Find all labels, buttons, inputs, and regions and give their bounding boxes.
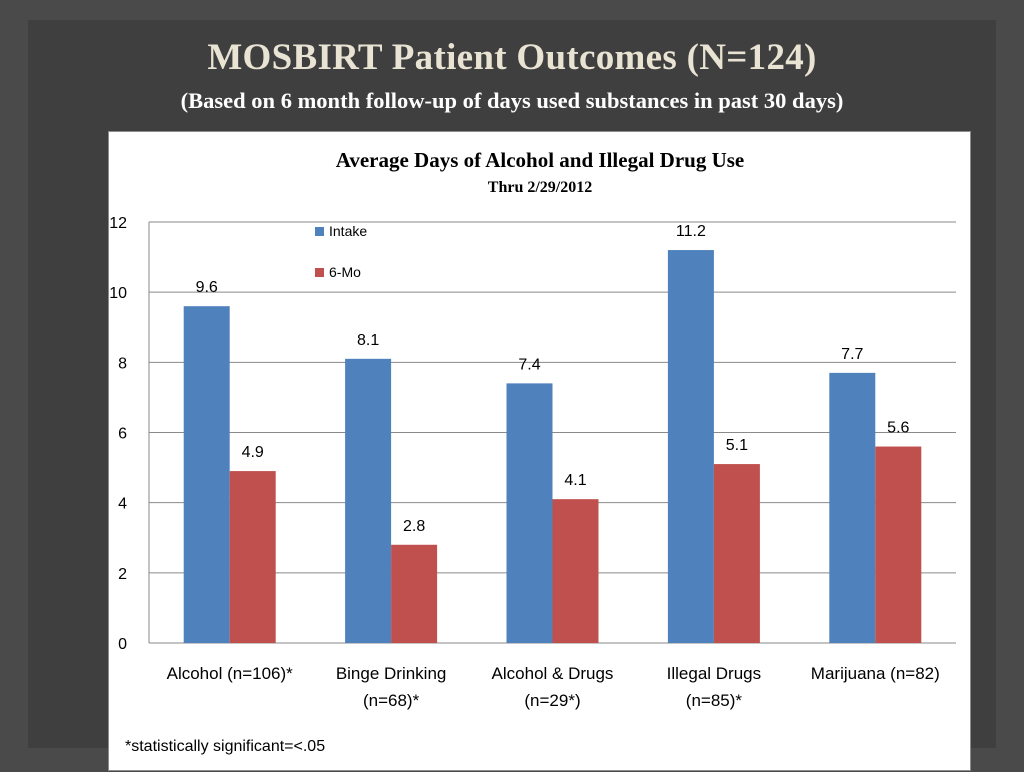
x-tick-label: (n=68)* — [363, 691, 420, 710]
data-label: 4.9 — [242, 444, 264, 461]
bar-chart: Average Days of Alcohol and Illegal Drug… — [109, 148, 956, 755]
chart-subtitle: Thru 2/29/2012 — [488, 179, 592, 196]
data-label: 5.6 — [887, 420, 909, 437]
y-tick-label: 2 — [118, 566, 127, 583]
bar-6-mo — [391, 544, 438, 643]
bar-intake — [506, 383, 553, 643]
x-tick-label: Marijuana (n=82) — [811, 664, 940, 683]
y-tick-label: 10 — [109, 285, 127, 302]
slide-subtitle: (Based on 6 month follow-up of days used… — [180, 88, 844, 113]
data-label: 9.6 — [196, 279, 218, 296]
x-tick-label: Alcohol & Drugs — [492, 664, 614, 683]
data-label: 11.2 — [676, 223, 706, 240]
legend-label: Intake — [329, 223, 367, 239]
legend-swatch — [315, 227, 324, 236]
data-label: 4.1 — [564, 472, 586, 489]
data-label: 2.8 — [403, 518, 425, 535]
bar-intake — [183, 306, 230, 643]
x-tick-label: Binge Drinking — [336, 664, 447, 683]
y-tick-label: 8 — [118, 355, 127, 372]
slide-title: MOSBIRT Patient Outcomes (N=124) — [207, 37, 817, 78]
bar-intake — [829, 372, 876, 643]
bar-intake — [345, 358, 392, 643]
chart-title: Average Days of Alcohol and Illegal Drug… — [336, 148, 745, 172]
data-label: 5.1 — [726, 437, 748, 454]
x-tick-label: Alcohol (n=106)* — [167, 664, 294, 683]
bar-6-mo — [875, 446, 922, 643]
x-tick-label: (n=29*) — [524, 691, 580, 710]
y-tick-label: 6 — [118, 426, 127, 443]
bar-6-mo — [229, 471, 276, 643]
y-tick-label: 12 — [109, 215, 127, 232]
y-tick-label: 4 — [118, 496, 127, 513]
bar-6-mo — [552, 499, 599, 643]
chart-footnote: *statistically significant=<.05 — [125, 738, 325, 755]
legend-swatch — [315, 268, 324, 277]
legend-label: 6-Mo — [329, 264, 361, 280]
data-label: 7.4 — [518, 356, 540, 373]
y-tick-label: 0 — [118, 636, 127, 653]
bar-intake — [667, 250, 714, 644]
data-label: 7.7 — [841, 346, 863, 363]
bar-6-mo — [713, 464, 760, 643]
data-label: 8.1 — [357, 332, 379, 349]
x-tick-label: (n=85)* — [686, 691, 743, 710]
chart-panel: Average Days of Alcohol and Illegal Drug… — [108, 131, 971, 771]
x-tick-label: Illegal Drugs — [667, 664, 762, 683]
